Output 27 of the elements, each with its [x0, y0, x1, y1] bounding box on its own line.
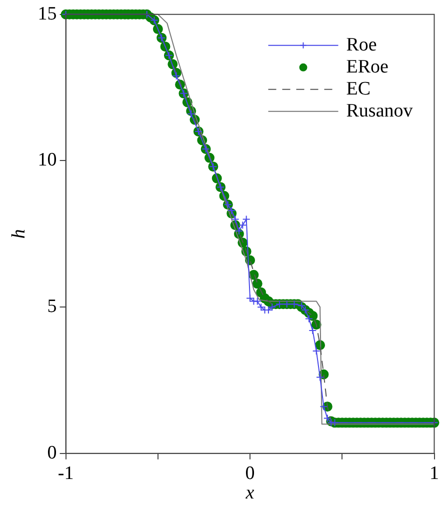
- legend-label: ERoe: [346, 56, 388, 78]
- point: [238, 221, 247, 230]
- point: [231, 215, 240, 224]
- x-tick-label: 1: [430, 462, 439, 484]
- point: [172, 72, 180, 80]
- y-axis-title: h: [8, 229, 30, 239]
- x-tick-label: 0: [245, 462, 255, 484]
- y-tick-label: 10: [38, 150, 57, 171]
- point: [308, 326, 317, 334]
- y-tick-label: 0: [47, 442, 57, 464]
- point: [242, 215, 250, 224]
- point: [187, 110, 196, 118]
- x-tick-label: -1: [58, 462, 74, 484]
- point: [316, 373, 324, 382]
- point: [234, 226, 243, 235]
- y-tick-label: 15: [38, 3, 57, 24]
- point: [320, 402, 328, 411]
- point: [298, 302, 306, 310]
- point: [246, 294, 254, 302]
- x-axis-title: x: [244, 482, 255, 504]
- legend-label: EC: [346, 78, 371, 100]
- point: [268, 303, 276, 312]
- legend-label: Rusanov: [346, 100, 414, 122]
- y-tick-label: 5: [47, 296, 57, 318]
- legend-label: Roe: [346, 34, 377, 56]
- point: [304, 314, 313, 323]
- point: [312, 346, 320, 355]
